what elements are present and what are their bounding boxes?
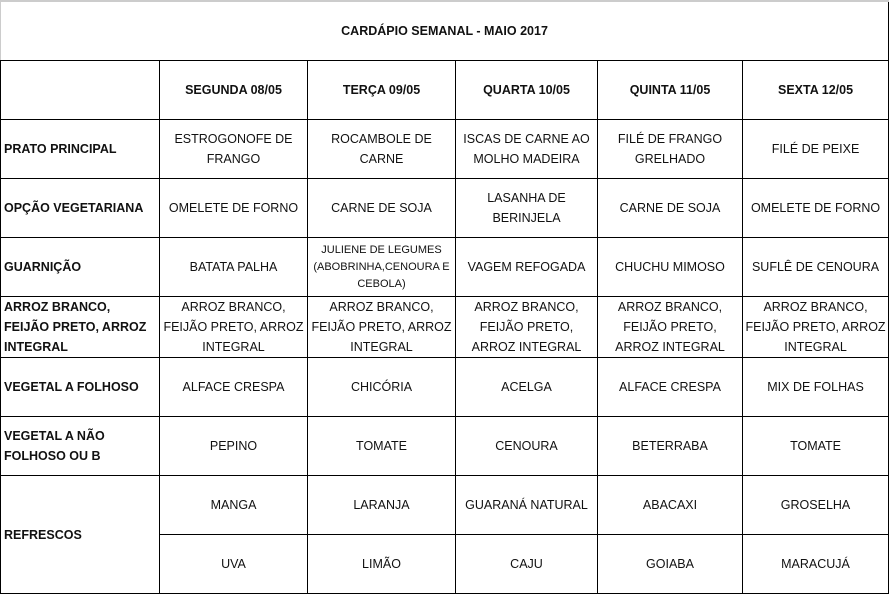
- row-label: PRATO PRINCIPAL: [0, 119, 160, 179]
- table-row: GUARNIÇÃO BATATA PALHA JULIENE DE LEGUMES …: [0, 237, 889, 297]
- menu-cell: GUARANÁ NATURAL: [455, 475, 598, 535]
- menu-cell: JULIENE DE LEGUMES (ABOBRINHA,CENOURA E …: [307, 237, 456, 297]
- menu-cell: SUFLÊ DE CENOURA: [741, 237, 889, 297]
- menu-cell: ALFACE CRESPA: [597, 357, 743, 417]
- menu-cell: ARROZ BRANCO, FEIJÃO PRETO, ARROZ INTEGR…: [597, 296, 743, 358]
- menu-cell: VAGEM REFOGADA: [455, 237, 598, 297]
- menu-cell: ACELGA: [455, 357, 598, 417]
- menu-cell: LIMÃO: [307, 534, 456, 594]
- menu-cell: BATATA PALHA: [159, 237, 308, 297]
- menu-cell: BETERRABA: [597, 416, 743, 476]
- menu-cell: CARNE DE SOJA: [597, 178, 743, 238]
- menu-cell: LASANHA DE BERINJELA: [455, 178, 598, 238]
- menu-cell: CHUCHU MIMOSO: [597, 237, 743, 297]
- menu-cell: CHICÓRIA: [307, 357, 456, 417]
- row-label: GUARNIÇÃO: [0, 237, 160, 297]
- menu-cell: ESTROGONOFE DE FRANGO: [159, 119, 308, 179]
- menu-cell: FILÉ DE FRANGO GRELHADO: [597, 119, 743, 179]
- menu-cell: PEPINO: [159, 416, 308, 476]
- day-header: QUARTA 10/05: [455, 60, 598, 120]
- row-label: ARROZ BRANCO, FEIJÃO PRETO, ARROZ INTEGR…: [0, 296, 160, 358]
- row-label: VEGETAL A FOLHOSO: [0, 357, 160, 417]
- row-label: VEGETAL A NÃO FOLHOSO OU B: [0, 416, 160, 476]
- menu-cell: LARANJA: [307, 475, 456, 535]
- table-row: OPÇÃO VEGETARIANA OMELETE DE FORNO CARNE D…: [0, 178, 889, 238]
- header-row: SEGUNDA 08/05 TERÇA 09/05 QUARTA 10/05 Q…: [0, 60, 889, 120]
- menu-cell: UVA: [159, 534, 308, 594]
- menu-title: CARDÁPIO SEMANAL - MAIO 2017: [0, 0, 889, 61]
- table-row: PRATO PRINCIPAL ESTROGONOFE DE FRANGO ROCA…: [0, 119, 889, 179]
- menu-cell: TOMATE: [741, 416, 889, 476]
- menu-cell: TOMATE: [307, 416, 456, 476]
- menu-cell: OMELETE DE FORNO: [741, 178, 889, 238]
- day-header: SEXTA 12/05: [741, 60, 889, 120]
- menu-cell: MANGA: [159, 475, 308, 535]
- corner-cell: [0, 60, 160, 120]
- day-header: TERÇA 09/05: [307, 60, 456, 120]
- menu-cell: ARROZ BRANCO, FEIJÃO PRETO, ARROZ INTEGR…: [455, 296, 598, 358]
- day-header: QUINTA 11/05: [597, 60, 743, 120]
- table-row: VEGETAL A NÃO FOLHOSO OU B PEPINO TOMATE CE…: [0, 416, 889, 476]
- menu-cell: OMELETE DE FORNO: [159, 178, 308, 238]
- menu-cell: MARACUJÁ: [741, 534, 889, 594]
- menu-cell: CARNE DE SOJA: [307, 178, 456, 238]
- menu-cell: ARROZ BRANCO, FEIJÃO PRETO, ARROZ INTEGR…: [307, 296, 456, 358]
- menu-cell: MIX DE FOLHAS: [741, 357, 889, 417]
- day-header: SEGUNDA 08/05: [159, 60, 308, 120]
- menu-cell: FILÉ DE PEIXE: [741, 119, 889, 179]
- table-row: REFRESCOS MANGA LARANJA GUARANÁ NATURAL …: [0, 475, 889, 594]
- row-label: REFRESCOS: [0, 475, 160, 594]
- menu-cell: ISCAS DE CARNE AO MOLHO MADEIRA: [455, 119, 598, 179]
- menu-cell: ARROZ BRANCO, FEIJÃO PRETO, ARROZ INTEGR…: [159, 296, 308, 358]
- menu-cell: ARROZ BRANCO, FEIJÃO PRETO, ARROZ INTEGR…: [741, 296, 889, 358]
- menu-cell: GOIABA: [597, 534, 743, 594]
- table-row: VEGETAL A FOLHOSO ALFACE CRESPA CHICÓRIA AC…: [0, 357, 889, 417]
- table-row: ARROZ BRANCO, FEIJÃO PRETO, ARROZ INTEGR…: [0, 296, 889, 358]
- menu-cell: CAJU: [455, 534, 598, 594]
- menu-cell: GROSELHA: [741, 475, 889, 535]
- menu-cell: ALFACE CRESPA: [159, 357, 308, 417]
- menu-cell: ABACAXI: [597, 475, 743, 535]
- menu-cell: CENOURA: [455, 416, 598, 476]
- menu-cell: ROCAMBOLE DE CARNE: [307, 119, 456, 179]
- row-label: OPÇÃO VEGETARIANA: [0, 178, 160, 238]
- table-row: UVA LIMÃO CAJU GOIABA MARACUJÁ: [1, 534, 889, 594]
